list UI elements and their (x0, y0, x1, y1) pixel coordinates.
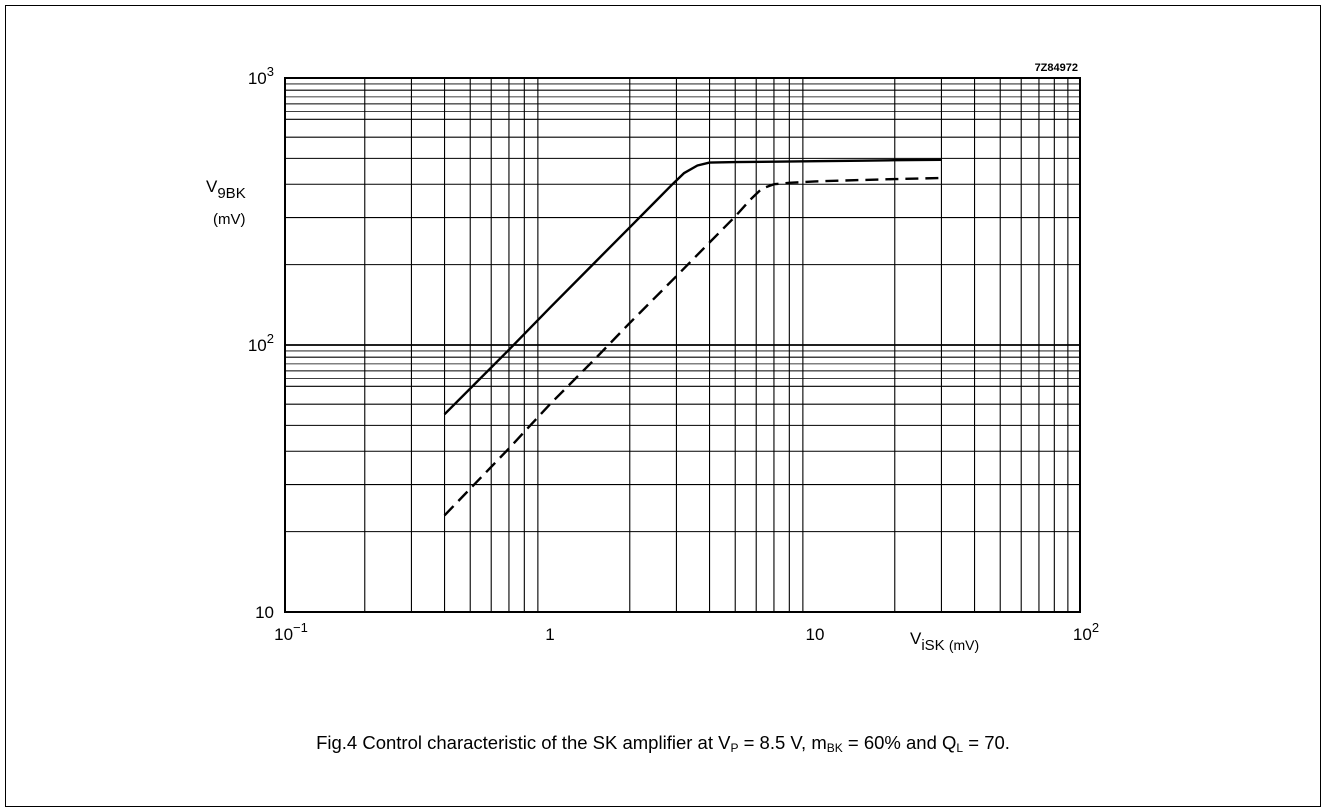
figure-frame (5, 5, 1321, 807)
figure-code: 7Z84972 (1035, 62, 1078, 74)
x-tick-label: 102 (1073, 620, 1099, 644)
y-tick-label: 102 (248, 331, 274, 355)
y-tick-label: 10 (255, 603, 274, 622)
y-axis-unit: (mV) (213, 211, 246, 228)
caption-m-sub: BK (826, 741, 843, 755)
y-tick-label: 103 (248, 64, 274, 88)
series-dashed-line (443, 176, 942, 517)
caption-suffix: = 70. (963, 732, 1010, 753)
x-tick-label: 10 (806, 625, 825, 644)
caption-mid2: = 60% and Q (842, 732, 957, 753)
caption-vp-sub: P (730, 741, 739, 755)
x-tick-label: 10−1 (274, 620, 308, 644)
x-axis-label: ViSK (mV) (910, 629, 979, 654)
x-tick-label: 1 (545, 625, 554, 644)
series-solid-line (443, 158, 942, 416)
caption-mid1: = 8.5 V, m (738, 732, 827, 753)
caption-prefix: Fig.4 Control characteristic of the SK a… (316, 732, 731, 753)
y-axis-label: V9BK (206, 177, 246, 202)
caption-q-sub: L (956, 741, 964, 755)
figure-caption: Fig.4 Control characteristic of the SK a… (0, 732, 1326, 755)
